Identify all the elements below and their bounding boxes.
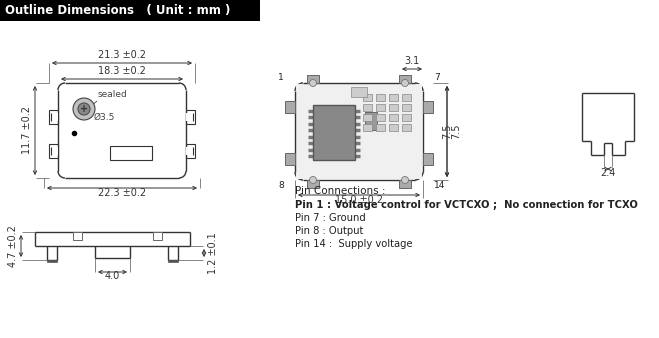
Bar	[186, 147, 193, 155]
Bar	[313, 105, 355, 160]
Text: 22.3 ±0.2: 22.3 ±0.2	[98, 188, 146, 198]
Bar	[399, 180, 411, 188]
Text: 1: 1	[278, 73, 284, 82]
Bar	[73, 232, 82, 240]
Bar	[376, 124, 385, 131]
Text: Ø3.5: Ø3.5	[94, 113, 115, 122]
Circle shape	[401, 176, 409, 184]
Bar	[363, 94, 372, 101]
Bar	[153, 232, 162, 240]
Bar	[389, 104, 398, 111]
Bar	[376, 94, 385, 101]
Text: 15.0 ±0.2: 15.0 ±0.2	[335, 195, 383, 205]
Bar	[399, 75, 411, 83]
Text: 4.7 ±0.2: 4.7 ±0.2	[8, 225, 18, 267]
Circle shape	[73, 98, 95, 120]
Text: Outline Dimensions   ( Unit : mm ): Outline Dimensions ( Unit : mm )	[5, 4, 231, 17]
Bar	[49, 110, 58, 124]
Bar	[402, 114, 411, 121]
Bar	[49, 144, 58, 158]
Bar	[296, 84, 422, 179]
Bar	[168, 260, 178, 262]
Bar	[363, 104, 372, 111]
Bar	[423, 101, 433, 113]
Bar	[365, 112, 377, 130]
Bar	[110, 146, 152, 160]
Text: 2.4: 2.4	[600, 168, 616, 178]
Text: 8: 8	[278, 181, 284, 190]
Bar	[307, 75, 319, 83]
Bar	[389, 94, 398, 101]
Bar	[307, 180, 319, 188]
Text: 11.7 ±0.2: 11.7 ±0.2	[22, 106, 32, 154]
Text: sealed: sealed	[98, 90, 128, 99]
Bar	[351, 87, 367, 97]
Text: 1.2 ±0.1: 1.2 ±0.1	[208, 232, 218, 274]
Bar	[0, 0, 260, 21]
Bar	[389, 114, 398, 121]
Bar	[186, 110, 195, 124]
Text: 7: 7	[434, 73, 440, 82]
Text: 18.3 ±0.2: 18.3 ±0.2	[98, 66, 146, 76]
Bar	[363, 114, 372, 121]
Bar	[285, 101, 295, 113]
Text: Pin 8 : Output: Pin 8 : Output	[295, 226, 363, 236]
Bar	[402, 124, 411, 131]
Bar	[47, 260, 57, 262]
Text: 14: 14	[434, 181, 445, 190]
Circle shape	[401, 79, 409, 87]
Bar	[363, 124, 372, 131]
Text: 7.5: 7.5	[442, 124, 452, 139]
Text: 7.5: 7.5	[451, 124, 461, 139]
Bar	[51, 113, 58, 121]
Circle shape	[78, 103, 90, 115]
Text: Pin 14 :  Supply voltage: Pin 14 : Supply voltage	[295, 239, 413, 249]
Text: Pin 7 : Ground: Pin 7 : Ground	[295, 213, 366, 223]
Bar	[423, 153, 433, 165]
Bar	[186, 113, 193, 121]
Circle shape	[310, 79, 316, 87]
Text: 3.1: 3.1	[405, 56, 420, 66]
Text: 4.0: 4.0	[105, 271, 120, 281]
Bar	[389, 124, 398, 131]
Bar	[285, 153, 295, 165]
Text: 21.3 ±0.2: 21.3 ±0.2	[98, 50, 146, 60]
Bar	[51, 147, 58, 155]
Bar	[186, 144, 195, 158]
Text: Pin Connections :: Pin Connections :	[295, 186, 386, 196]
Bar	[402, 94, 411, 101]
Text: Pin 1 : Voltage control for VCTCXO ;  No connection for TCXO: Pin 1 : Voltage control for VCTCXO ; No …	[295, 200, 638, 210]
Circle shape	[310, 176, 316, 184]
Text: +: +	[80, 104, 88, 114]
Bar	[376, 104, 385, 111]
Bar	[402, 104, 411, 111]
Bar	[376, 114, 385, 121]
